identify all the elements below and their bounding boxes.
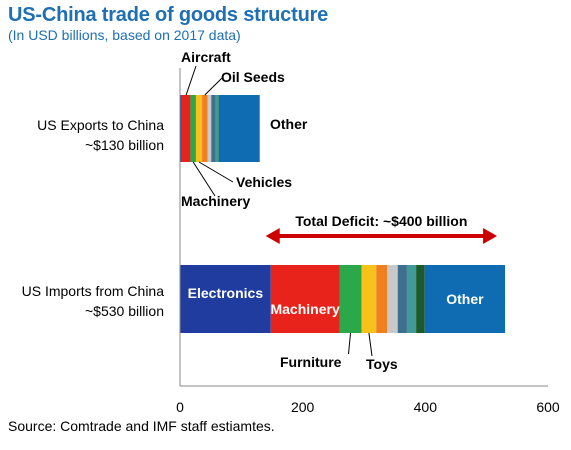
bar-segment xyxy=(376,265,388,333)
bar-segment-other xyxy=(219,95,260,162)
leader-furniture xyxy=(348,332,352,355)
chart-title: US-China trade of goods structure xyxy=(8,4,329,26)
x-tick-label: 600 xyxy=(536,399,560,415)
bar-segment-machinery xyxy=(270,265,340,333)
bar-segment-vehicles xyxy=(195,95,203,162)
bar-segment xyxy=(416,265,425,333)
leader-oil-seeds xyxy=(204,77,223,96)
label-furniture: Furniture xyxy=(280,354,342,370)
bar-segment-aircraft xyxy=(181,95,191,162)
row-label: US Imports from China xyxy=(22,283,165,299)
row-label: ~$130 billion xyxy=(85,137,164,153)
label-aircraft: Aircraft xyxy=(181,49,231,65)
deficit-arrow-head-left xyxy=(265,228,280,244)
label-oil-seeds: Oil Seeds xyxy=(221,69,285,85)
label-machinery-imports: Machinery xyxy=(270,301,339,317)
leader-machinery-exports xyxy=(192,161,216,197)
bar-segment xyxy=(215,95,219,162)
label-other-imports: Other xyxy=(446,291,484,307)
bar-segment-furniture xyxy=(339,265,362,333)
x-tick-label: 400 xyxy=(414,399,438,415)
bar-segment xyxy=(180,95,182,162)
bar-segment xyxy=(211,95,216,162)
bar-segment xyxy=(406,265,417,333)
bar-segment-machinery xyxy=(190,95,196,162)
label-toys: Toys xyxy=(366,356,398,372)
x-tick-label: 0 xyxy=(176,399,184,415)
row-label: ~$530 billion xyxy=(85,303,164,319)
source-note: Source: Comtrade and IMF staff estiamtes… xyxy=(8,418,275,434)
label-other-exports: Other xyxy=(270,116,308,132)
chart-subtitle: (In USD billions, based on 2017 data) xyxy=(8,27,241,43)
bar-segment-electronics xyxy=(180,265,271,333)
bar-segment xyxy=(207,95,212,162)
deficit-arrow-head-right xyxy=(483,228,498,244)
leader-vehicles xyxy=(198,161,234,183)
labels-layer: US Exports to China ~$130 billion US Impor… xyxy=(22,49,498,372)
bar-segment xyxy=(397,265,407,333)
bar-segment xyxy=(218,95,220,162)
x-tick-label: 200 xyxy=(291,399,315,415)
x-axis: 0 200 400 600 xyxy=(176,68,560,415)
row-label: US Exports to China xyxy=(37,117,164,133)
leader-aircraft xyxy=(185,65,197,96)
bar-segment xyxy=(387,265,398,333)
bar-segment-other xyxy=(424,265,506,333)
label-vehicles: Vehicles xyxy=(236,174,292,190)
bar-segment-oil-seeds xyxy=(202,95,208,162)
deficit-annotation-label: Total Deficit: ~$400 billion xyxy=(295,213,467,229)
label-machinery-exports: Machinery xyxy=(181,193,250,209)
label-electronics: Electronics xyxy=(188,285,264,301)
bars-layer xyxy=(180,95,506,333)
leader-toys xyxy=(368,332,373,357)
bar-segment-toys xyxy=(361,265,377,333)
